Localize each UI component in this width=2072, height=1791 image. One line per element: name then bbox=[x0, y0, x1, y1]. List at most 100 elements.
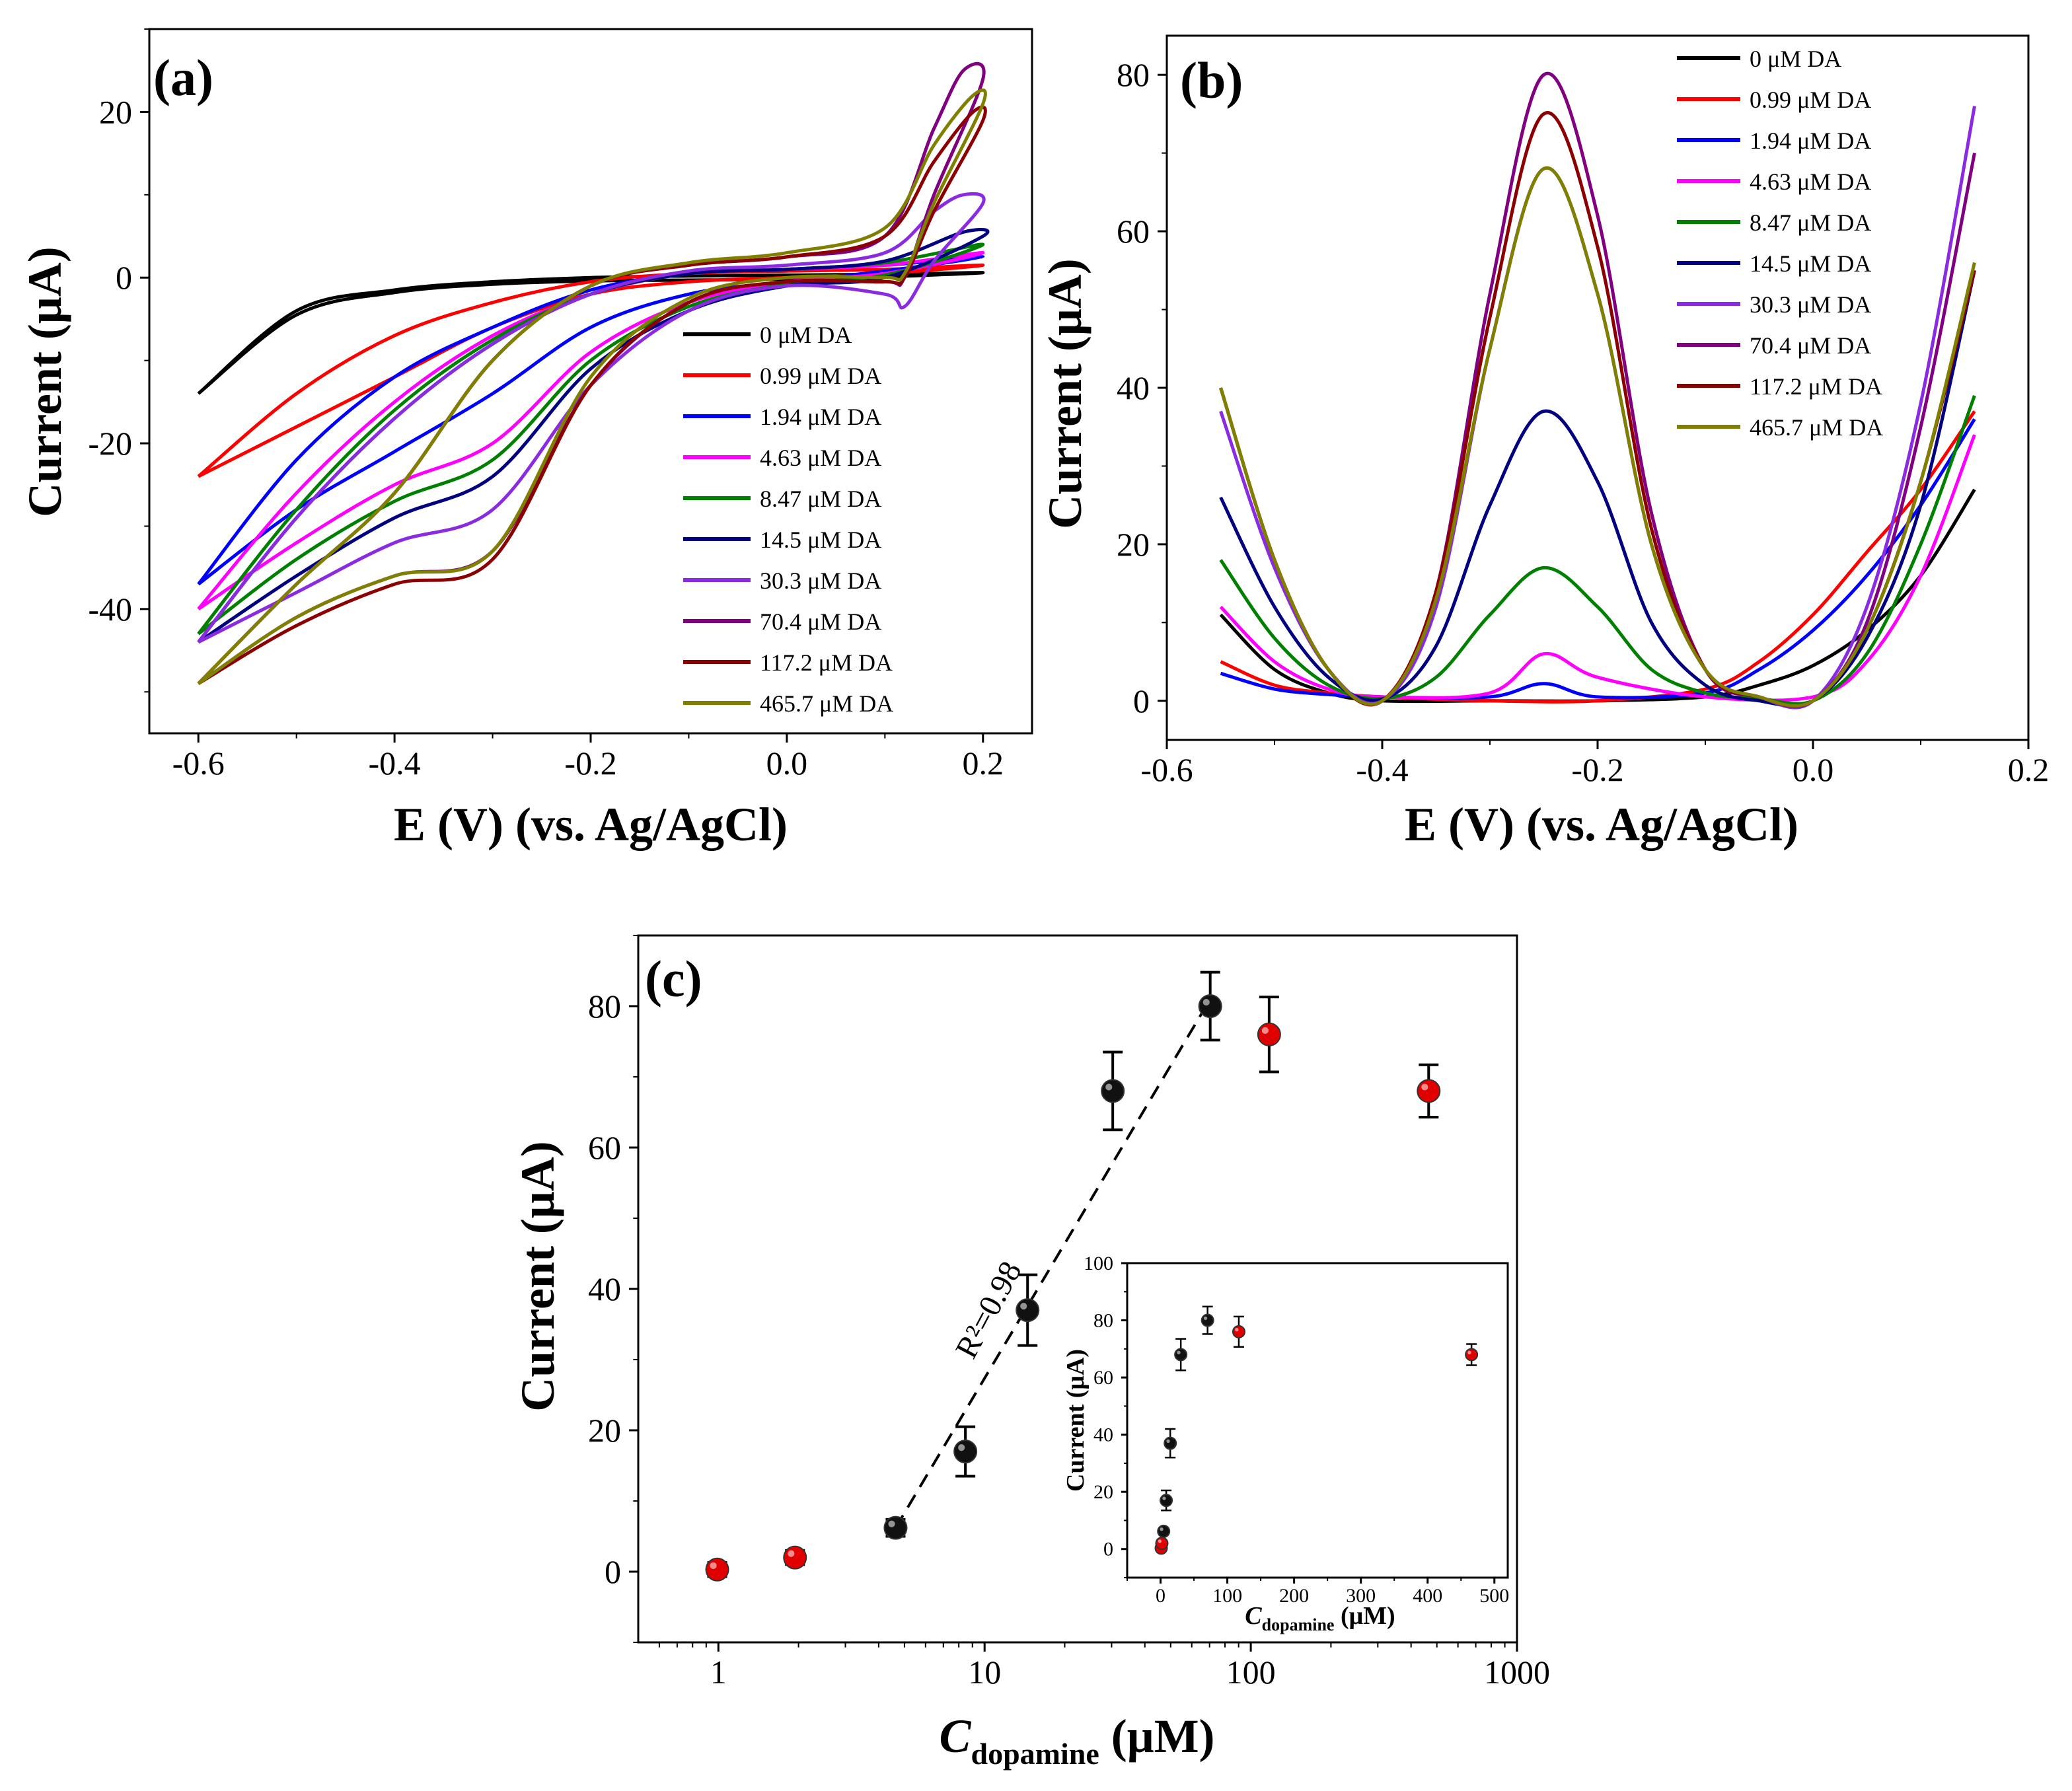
y-tick-label: -40 bbox=[88, 591, 132, 628]
inset-point-highlight bbox=[1166, 1439, 1170, 1444]
main-data-point bbox=[705, 1557, 729, 1582]
legend-entry: 70.4 μM DA bbox=[1750, 332, 1871, 359]
inset-data-point bbox=[1155, 1537, 1169, 1551]
y-tick-label: 40 bbox=[1117, 369, 1150, 406]
inset-data-point bbox=[1201, 1313, 1214, 1327]
main-point-highlight bbox=[888, 1520, 895, 1527]
inset-point-highlight bbox=[1160, 1527, 1164, 1531]
y-axis-label: Current (μA) bbox=[511, 1141, 564, 1411]
inset-data-point bbox=[1164, 1436, 1177, 1450]
main-point-highlight bbox=[958, 1444, 965, 1451]
y-tick-label: 60 bbox=[1117, 213, 1150, 250]
panel-a-cyclic-voltammetry: -0.6 -0.4 -0.2 0.0 0.2 -40 -20 0 20 0 μM DA 0.99 μ… bbox=[18, 28, 1033, 851]
legend-entry: 14.5 μM DA bbox=[760, 527, 881, 553]
main-data-point bbox=[1417, 1079, 1441, 1103]
main-point-highlight bbox=[1202, 998, 1210, 1006]
x-tick-label: 0.2 bbox=[2008, 751, 2050, 788]
x-tick-label: 1 bbox=[710, 1654, 727, 1691]
x-axis-label: E (V) (vs. Ag/AgCl) bbox=[1405, 798, 1798, 851]
x-tick-label: 1000 bbox=[1484, 1654, 1550, 1691]
x-axis-label-symbol: C bbox=[939, 1710, 971, 1763]
x-tick-label: 0.0 bbox=[1793, 751, 1834, 788]
x-tick-label: 0.2 bbox=[963, 745, 1004, 782]
legend-entry: 117.2 μM DA bbox=[760, 649, 893, 676]
main-data-point bbox=[1101, 1079, 1125, 1103]
x-tick-label: 100 bbox=[1212, 1585, 1242, 1607]
legend-entry: 0.99 μM DA bbox=[760, 363, 881, 389]
x-tick-label: 400 bbox=[1413, 1585, 1442, 1607]
legend-entry: 0.99 μM DA bbox=[1750, 87, 1871, 113]
linear-fit-line bbox=[894, 998, 1212, 1529]
inset-data-point bbox=[1157, 1524, 1171, 1538]
x-axis-label-subscript: dopamine bbox=[971, 1737, 1099, 1771]
cv-curve-series bbox=[197, 250, 985, 610]
y-axis-label: Current (μA) bbox=[1039, 258, 1092, 529]
x-axis-label: E (V) (vs. Ag/AgCl) bbox=[394, 798, 788, 851]
main-point-highlight bbox=[1020, 1303, 1027, 1310]
inset-data-point bbox=[1174, 1348, 1188, 1362]
y-tick-label: 20 bbox=[1117, 526, 1150, 563]
main-point-highlight bbox=[1261, 1027, 1269, 1034]
x-tick-label: -0.4 bbox=[1356, 751, 1408, 788]
panel-b-dpv: -0.6 -0.4 -0.2 0.0 0.2 0 20 40 60 80 0 μM DA 0.99 μ… bbox=[1039, 34, 2050, 851]
y-tick-label: 80 bbox=[1117, 56, 1150, 93]
y-tick-label: 40 bbox=[1093, 1424, 1113, 1446]
panel-label: (c) bbox=[645, 950, 702, 1007]
cv-curve-series bbox=[197, 192, 986, 644]
y-tick-label: 0 bbox=[605, 1553, 621, 1590]
cv-curve-series bbox=[197, 255, 985, 586]
dpv-curve-series bbox=[1219, 394, 1976, 706]
inset-point-highlight bbox=[1235, 1328, 1239, 1332]
y-tick-label: 0 bbox=[1103, 1539, 1113, 1560]
inset-point-highlight bbox=[1467, 1350, 1471, 1355]
inset-data-point bbox=[1465, 1348, 1479, 1362]
legend-entry: 4.63 μM DA bbox=[1750, 168, 1871, 195]
legend-entry: 30.3 μM DA bbox=[1750, 291, 1871, 318]
y-tick-label: 60 bbox=[588, 1129, 621, 1166]
legend-entry: 465.7 μM DA bbox=[760, 690, 893, 717]
legend-entry: 117.2 μM DA bbox=[1750, 373, 1882, 400]
legend-entry: 30.3 μM DA bbox=[760, 567, 881, 594]
x-tick-label: 500 bbox=[1479, 1585, 1509, 1607]
main-point-highlight bbox=[788, 1550, 795, 1557]
main-data-point bbox=[1016, 1298, 1040, 1323]
x-tick-label: -0.4 bbox=[369, 745, 421, 782]
panel-label: (b) bbox=[1180, 52, 1243, 109]
y-tick-label: 0 bbox=[1133, 682, 1150, 719]
dpv-curve-series bbox=[1220, 418, 1976, 700]
inset-data-point bbox=[1160, 1494, 1173, 1508]
legend-entry: 8.47 μM DA bbox=[760, 486, 881, 512]
legend-entry: 1.94 μM DA bbox=[760, 404, 881, 430]
cv-curve-series bbox=[197, 89, 987, 685]
x-tick-label: -0.2 bbox=[564, 745, 616, 782]
x-tick-label: 200 bbox=[1279, 1585, 1309, 1607]
main-data-point bbox=[953, 1440, 978, 1464]
legend-entry: 14.5 μM DA bbox=[1750, 250, 1871, 277]
y-tick-label: 20 bbox=[99, 93, 132, 130]
legend-entry: 0 μM DA bbox=[1750, 46, 1841, 72]
y-tick-label: 100 bbox=[1084, 1253, 1113, 1274]
x-tick-label: -0.6 bbox=[172, 745, 225, 782]
y-tick-label: 80 bbox=[588, 988, 621, 1025]
inset-x-axis-label: Cdopamine (μM) bbox=[1245, 1602, 1395, 1634]
legend-entry: 8.47 μM DA bbox=[1750, 209, 1871, 236]
inset-y-axis-label: Current (μA) bbox=[1062, 1349, 1090, 1492]
inset-x-axis-label-unit: (μM) bbox=[1334, 1602, 1395, 1630]
legend-entry: 4.63 μM DA bbox=[760, 445, 881, 471]
legend-entry: 70.4 μM DA bbox=[760, 608, 881, 635]
y-tick-label: 80 bbox=[1093, 1310, 1113, 1332]
main-data-point bbox=[783, 1545, 807, 1570]
main-data-point bbox=[883, 1516, 908, 1540]
x-tick-label: 300 bbox=[1346, 1585, 1376, 1607]
legend-entry: 0 μM DA bbox=[760, 322, 852, 348]
y-tick-label: 20 bbox=[588, 1412, 621, 1449]
y-tick-label: 0 bbox=[116, 259, 132, 296]
x-tick-label: 10 bbox=[968, 1654, 1001, 1691]
main-point-highlight bbox=[1421, 1083, 1428, 1091]
dpv-curve-series bbox=[1219, 434, 1976, 702]
x-axis-label: Cdopamine (μM) bbox=[939, 1710, 1214, 1771]
y-tick-label: 40 bbox=[588, 1270, 621, 1307]
cv-curve-series bbox=[197, 242, 985, 636]
inset-plot: 0 100 200 300 400 500 0 20 40 60 80 100 Current (μA)… bbox=[1062, 1253, 1509, 1634]
